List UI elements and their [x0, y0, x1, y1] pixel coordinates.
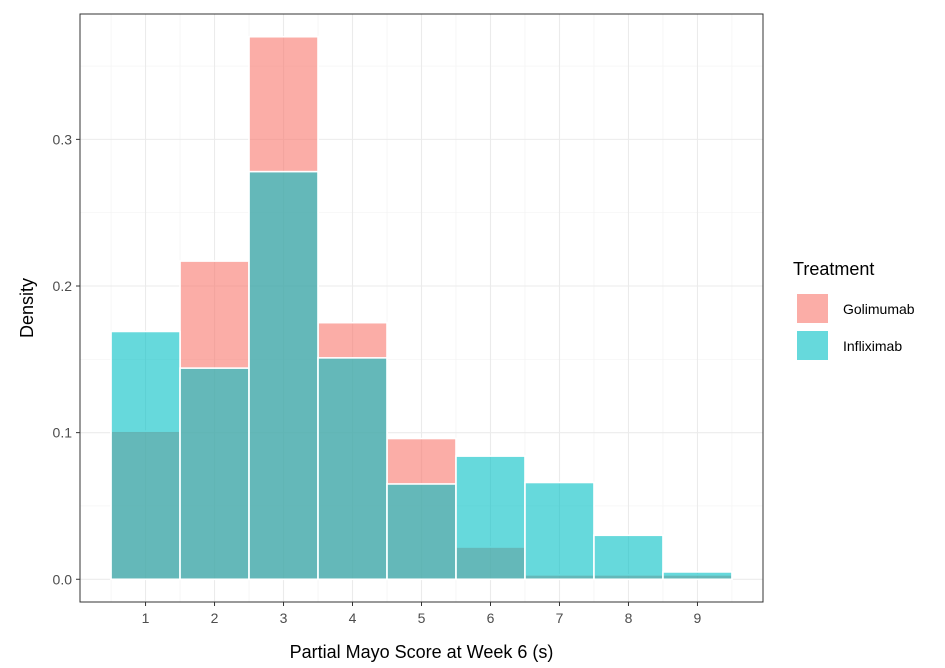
bar-infliximab-6	[455, 455, 526, 581]
bar-infliximab-1	[110, 330, 181, 581]
legend-key-golimumab	[797, 294, 828, 323]
legend-label-infliximab: Infliximab	[843, 338, 902, 354]
bar-infliximab-8	[593, 534, 664, 581]
x-tick-label: 8	[625, 610, 633, 626]
bar-infliximab-4	[317, 357, 388, 581]
x-tick-label: 4	[349, 610, 357, 626]
y-axis: 0.0 0.1 0.2 0.3	[53, 131, 80, 587]
bar-infliximab-2	[179, 367, 250, 581]
legend-key-infliximab	[797, 331, 828, 360]
x-tick-label: 7	[556, 610, 564, 626]
x-tick-label: 1	[142, 610, 150, 626]
bar-infliximab-7	[524, 481, 595, 581]
x-tick-label: 3	[280, 610, 288, 626]
bar-infliximab-5	[386, 483, 457, 581]
x-tick-label: 5	[418, 610, 426, 626]
y-tick-label: 0.0	[53, 571, 73, 587]
x-axis-title: Partial Mayo Score at Week 6 (s)	[290, 642, 554, 662]
bar-infliximab-3	[248, 170, 319, 581]
legend-label-golimumab: Golimumab	[843, 301, 915, 317]
y-axis-title: Density	[17, 278, 37, 338]
x-tick-label: 6	[487, 610, 495, 626]
y-tick-label: 0.1	[53, 425, 73, 441]
legend: Treatment Golimumab Infliximab	[793, 259, 915, 361]
x-axis: 1 2 3 4 5 6 7 8 9	[142, 602, 702, 626]
y-tick-label: 0.2	[53, 278, 73, 294]
x-tick-label: 2	[211, 610, 219, 626]
legend-title: Treatment	[793, 259, 874, 279]
y-tick-label: 0.3	[53, 131, 73, 147]
bars	[110, 35, 733, 581]
x-tick-label: 9	[694, 610, 702, 626]
bar-infliximab-9	[662, 571, 733, 581]
